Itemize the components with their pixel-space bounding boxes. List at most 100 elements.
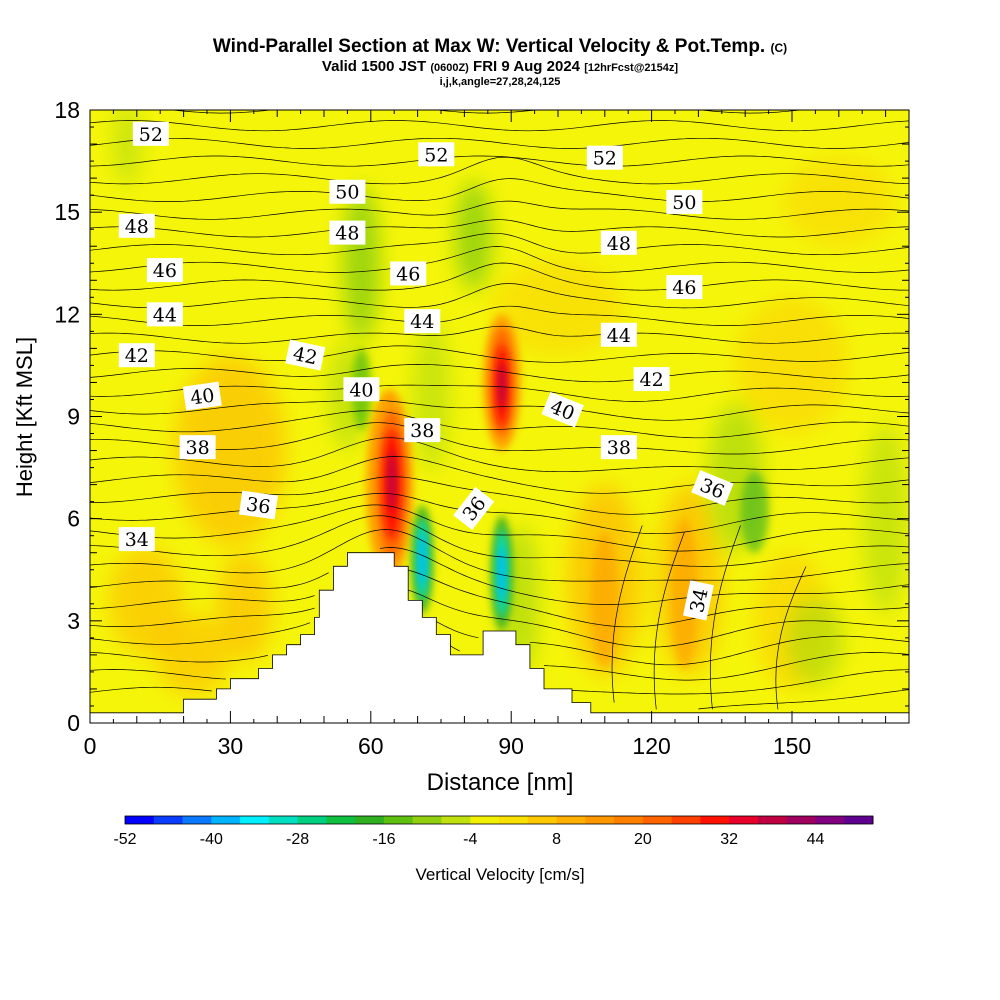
colorbar-swatch xyxy=(757,816,788,824)
y-tick-label: 12 xyxy=(54,301,80,327)
title-line1: Wind-Parallel Section at Max W: Vertical… xyxy=(212,36,766,57)
contour-label-text: 50 xyxy=(335,182,359,204)
contour-label-text: 34 xyxy=(686,586,713,614)
contour-label-bg xyxy=(633,367,670,392)
chart-indices: i,j,k,angle=27,28,24,125 xyxy=(439,76,561,88)
colorbar-swatch xyxy=(441,816,471,824)
contour-label-text: 38 xyxy=(186,437,210,459)
colorbar-swatch xyxy=(268,816,299,824)
contour-label-bg xyxy=(691,470,734,506)
isentrope-line xyxy=(90,437,909,473)
isentrope-line xyxy=(90,325,909,344)
contour-label-bg xyxy=(404,418,441,443)
isentrope-line xyxy=(90,283,909,309)
isentrope-line xyxy=(90,305,909,326)
isentrope-line xyxy=(90,515,909,567)
colorbar-swatch xyxy=(182,816,212,824)
contour-label-bg xyxy=(285,339,326,371)
contour-label: 44 xyxy=(404,309,441,334)
colorbar xyxy=(124,815,874,825)
colorbar-tick-label: 20 xyxy=(634,831,652,848)
contour-label: 34 xyxy=(118,527,155,552)
isentrope-line xyxy=(90,569,909,628)
isentrope-line xyxy=(170,110,803,114)
y-tick-label: 6 xyxy=(67,506,80,532)
colorbar-ticks: -52 -40 -28 -16 -4 8 20 32 44 xyxy=(113,831,824,848)
colorbar-swatch xyxy=(642,816,673,824)
x-tick-label: 150 xyxy=(773,733,811,759)
velocity-patch xyxy=(108,545,184,655)
contour-label-text: 48 xyxy=(607,233,631,255)
isentrope-line xyxy=(90,422,909,455)
contour-label-bg xyxy=(118,213,155,238)
x-tick-label: 60 xyxy=(358,733,384,759)
contour-label-bg xyxy=(404,309,441,334)
contour-label-text: 48 xyxy=(335,223,359,245)
velocity-patch xyxy=(787,596,844,686)
contour-label-bg xyxy=(146,258,183,283)
chart-title-block: Wind-Parallel Section at Max W: Vertical… xyxy=(0,36,1000,88)
colorbar-swatch xyxy=(211,816,241,824)
velocity-patch xyxy=(419,532,426,587)
terrain xyxy=(90,552,909,723)
contour-label-text: 44 xyxy=(410,311,434,333)
colorbar-tick-label: 44 xyxy=(807,831,825,848)
title-unit: (C) xyxy=(770,41,788,55)
velocity-patch xyxy=(740,470,769,553)
contour-label: 42 xyxy=(285,339,326,371)
y-tick-label: 18 xyxy=(54,97,80,123)
isentrope-line xyxy=(90,156,909,185)
colorbar-tick-label: -52 xyxy=(113,831,136,848)
contour-label-bg xyxy=(343,377,380,402)
velocity-patch xyxy=(216,552,273,662)
contour-label: 44 xyxy=(146,302,183,327)
velocity-patch xyxy=(782,157,895,247)
contour-label-text: 48 xyxy=(125,216,149,238)
isentrope-line xyxy=(90,155,909,167)
colorbar-swatch xyxy=(297,816,327,824)
chart-subtitle: Valid 1500 JST (0600Z) FRI 9 Aug 2024 [1… xyxy=(0,59,1000,76)
contour-label: 52 xyxy=(132,121,169,146)
velocity-patch xyxy=(387,450,397,512)
colorbar-tick-label: -28 xyxy=(286,831,309,848)
colorbar-tick-label: -4 xyxy=(463,831,477,848)
contour-label-text: 42 xyxy=(640,369,664,391)
contour-label: 40 xyxy=(343,377,380,402)
contour-label: 52 xyxy=(418,142,455,167)
contour-label-bg xyxy=(418,142,455,167)
contour-label: 46 xyxy=(666,275,703,300)
contour-label-text: 42 xyxy=(125,345,149,367)
velocity-patch xyxy=(455,181,493,291)
contour-label-bg xyxy=(600,435,637,460)
isentrope-line xyxy=(90,410,909,439)
contour-label: 46 xyxy=(146,258,183,283)
isentrope-line xyxy=(90,529,909,582)
contour-label-bg xyxy=(118,527,155,552)
x-tick-label: 90 xyxy=(498,733,524,759)
contour-label: 38 xyxy=(600,435,637,460)
vertical-velocity-field xyxy=(108,110,909,696)
colorbar-swatch xyxy=(125,816,155,824)
colorbar-swatch xyxy=(671,816,701,824)
isentrope-line xyxy=(653,532,685,710)
contour-label-text: 38 xyxy=(410,420,434,442)
colorbar-swatch xyxy=(499,816,529,824)
contour-label-text: 44 xyxy=(607,325,631,347)
velocity-patch xyxy=(670,518,699,669)
contour-label-bg xyxy=(238,490,278,520)
contour-label-text: 38 xyxy=(607,437,631,459)
isentrope-line xyxy=(90,621,909,666)
isentrope-line xyxy=(90,137,909,149)
contour-label-text: 46 xyxy=(396,263,420,285)
colorbar-swatch xyxy=(786,816,816,824)
colorbar-swatch xyxy=(700,816,730,824)
velocity-patch xyxy=(412,321,451,471)
x-tick-label: 30 xyxy=(218,733,244,759)
contour-label: 42 xyxy=(118,343,155,368)
isentrope-line xyxy=(90,547,909,605)
colorbar-swatch xyxy=(729,816,759,824)
isentrope-line xyxy=(90,645,909,681)
contour-label: 52 xyxy=(586,145,623,170)
